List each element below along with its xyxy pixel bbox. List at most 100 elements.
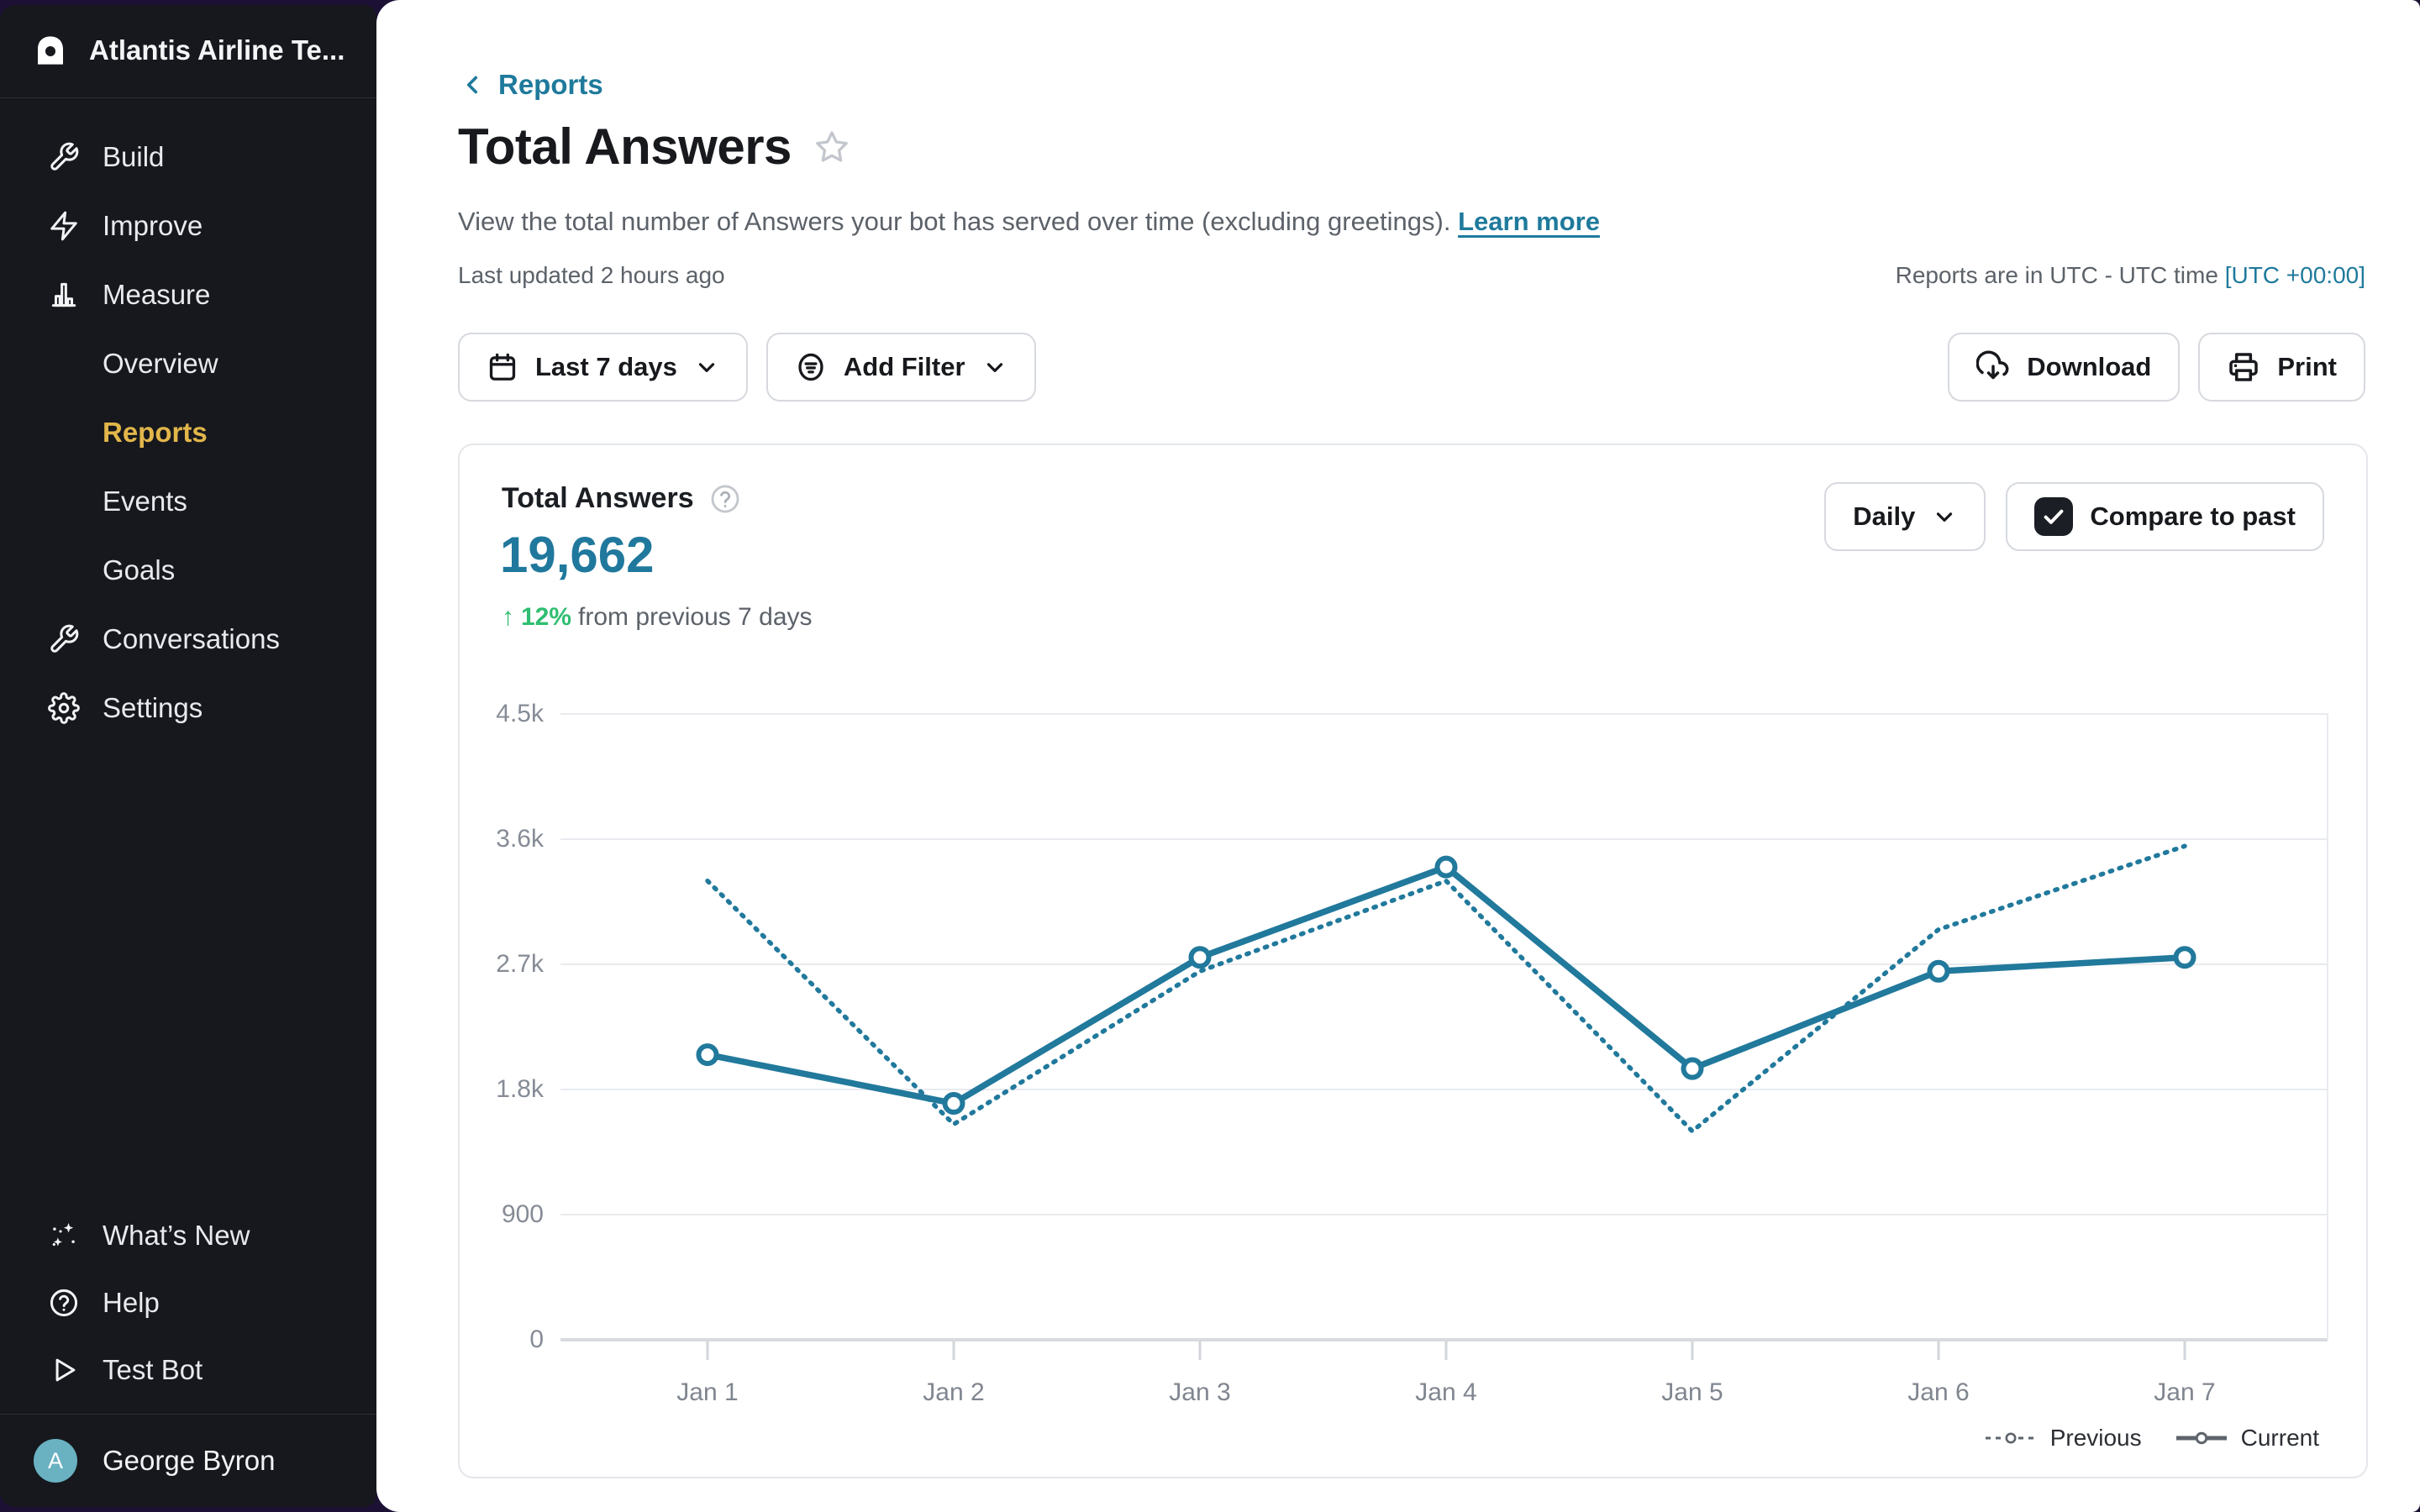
toolbar: Last 7 days Add Filter [458, 333, 2365, 402]
sidebar-item-conversations[interactable]: Conversations [0, 605, 376, 674]
svg-text:0: 0 [529, 1326, 544, 1353]
favorite-star-icon[interactable] [813, 129, 850, 165]
sidebar-divider-bottom [0, 1414, 376, 1415]
sidebar-item-whats-new[interactable]: What’s New [0, 1202, 376, 1269]
workspace-name: Atlantis Airline Te... [89, 34, 345, 66]
legend-previous-label: Previous [2049, 1425, 2142, 1451]
download-label: Download [2027, 352, 2152, 381]
svg-text:4.5k: 4.5k [496, 700, 544, 727]
sidebar-item-label: Build [103, 141, 165, 172]
chevron-down-icon [986, 363, 1002, 372]
sidebar-item-label: Conversations [103, 623, 280, 654]
sidebar-item-settings[interactable]: Settings [0, 674, 376, 743]
lightning-icon [47, 209, 81, 243]
sidebar-item-reports[interactable]: Reports [0, 398, 376, 467]
svg-text:Jan 7: Jan 7 [2154, 1378, 2215, 1406]
chevron-down-icon [698, 363, 714, 372]
sidebar-item-events[interactable]: Events [0, 467, 376, 536]
timezone-note: Reports are in UTC - UTC time [UTC +00:0… [1896, 262, 2365, 289]
sidebar-item-build[interactable]: Build [0, 123, 376, 192]
compare-to-past-toggle[interactable]: Compare to past [2006, 482, 2324, 551]
sidebar-footer-nav: What’s New Help Test Bot [0, 1202, 376, 1404]
sidebar-item-overview[interactable]: Overview [0, 329, 376, 398]
sidebar-divider-top [0, 97, 376, 98]
play-icon [47, 1353, 81, 1387]
sidebar-item-label: Improve [103, 210, 203, 241]
chevron-down-icon [1937, 512, 1953, 522]
user-name: George Byron [103, 1445, 276, 1476]
svg-text:Jan 4: Jan 4 [1415, 1378, 1476, 1406]
help-circle-icon[interactable] [709, 483, 741, 515]
last-updated-text: Last updated 2 hours ago [458, 262, 725, 288]
sidebar-item-help[interactable]: Help [0, 1269, 376, 1336]
date-range-button[interactable]: Last 7 days [458, 333, 748, 402]
granularity-label: Daily [1853, 501, 1916, 531]
svg-text:Jan 6: Jan 6 [1907, 1378, 1969, 1406]
svg-text:Jan 2: Jan 2 [923, 1378, 984, 1406]
sparkles-icon [47, 1219, 81, 1252]
sidebar-item-label: Test Bot [103, 1354, 203, 1385]
svg-text:2.7k: 2.7k [496, 950, 544, 978]
delta-suffix: from previous 7 days [578, 603, 813, 631]
print-button[interactable]: Print [2198, 333, 2365, 402]
sidebar-item-goals[interactable]: Goals [0, 536, 376, 605]
avatar: A [34, 1439, 77, 1483]
date-range-label: Last 7 days [535, 352, 677, 381]
current-series-glyph-icon [2175, 1431, 2227, 1445]
line-chart: 0 900 1.8k 2.7k 3.6k 4.5k Jan 1 Jan 2 Jan 3 Jan 4… [496, 700, 2328, 1406]
add-filter-button[interactable]: Add Filter [765, 333, 1036, 402]
delta-percent: 12% [521, 603, 572, 631]
sidebar-item-test-bot[interactable]: Test Bot [0, 1336, 376, 1404]
timezone-link[interactable]: [UTC +00:00] [2224, 262, 2365, 288]
print-label: Print [2277, 352, 2337, 381]
page-title: Total Answers [458, 118, 792, 175]
help-circle-icon [47, 1286, 81, 1320]
add-filter-label: Add Filter [843, 352, 965, 381]
delta-arrow-icon: ↑ [502, 603, 514, 631]
ada-logo-icon [34, 34, 67, 67]
sidebar-item-label: Settings [103, 692, 203, 723]
granularity-dropdown[interactable]: Daily [1824, 482, 1986, 551]
sidebar-item-improve[interactable]: Improve [0, 192, 376, 260]
timezone-text: Reports are in UTC - UTC time [1895, 262, 2218, 288]
download-button[interactable]: Download [1948, 333, 2181, 402]
description-text: View the total number of Answers your bo… [458, 207, 1451, 236]
back-to-reports-link[interactable]: Reports [458, 69, 603, 101]
metric-delta: ↑ 12% from previous 7 days [502, 603, 813, 632]
sidebar-nav: Build Improve Measure Overvi [0, 123, 376, 743]
bar-chart-icon [47, 278, 81, 312]
cloud-download-icon [1976, 350, 2009, 380]
legend-current-label: Current [2240, 1425, 2319, 1451]
sidebar-item-label: Overview [103, 348, 218, 379]
workspace-switcher[interactable]: Atlantis Airline Te... [34, 27, 360, 74]
compare-label: Compare to past [2090, 501, 2296, 531]
filter-icon [798, 353, 823, 381]
sidebar-item-label: Events [103, 486, 187, 517]
back-link-label: Reports [498, 69, 603, 100]
svg-text:900: 900 [502, 1200, 544, 1228]
sidebar-item-label: Help [103, 1287, 160, 1318]
legend-previous: Previous [1985, 1425, 2142, 1452]
sidebar-item-label: What’s New [103, 1220, 250, 1251]
metric-value: 19,662 [500, 527, 655, 583]
card-title: Total Answers [502, 482, 694, 514]
conversations-icon [47, 622, 81, 656]
sidebar-item-label: Measure [103, 279, 211, 310]
sidebar-item-label: Reports [103, 417, 208, 448]
learn-more-link[interactable]: Learn more [1458, 207, 1600, 236]
svg-text:Jan 1: Jan 1 [676, 1378, 738, 1406]
sidebar-item-label: Goals [103, 554, 176, 585]
legend-current: Current [2175, 1425, 2319, 1452]
checkbox-checked-icon [2034, 497, 2074, 536]
sidebar: Atlantis Airline Te... Build Improve [0, 5, 376, 1507]
sidebar-item-measure[interactable]: Measure [0, 260, 376, 329]
user-menu[interactable]: A George Byron [34, 1433, 360, 1488]
wrench-icon [47, 140, 81, 174]
svg-text:1.8k: 1.8k [496, 1075, 544, 1103]
printer-icon [2229, 353, 2259, 381]
page-description: View the total number of Answers your bo… [458, 207, 1600, 237]
gear-icon [47, 691, 81, 725]
svg-text:Jan 5: Jan 5 [1661, 1378, 1723, 1406]
svg-text:Jan 3: Jan 3 [1169, 1378, 1230, 1406]
